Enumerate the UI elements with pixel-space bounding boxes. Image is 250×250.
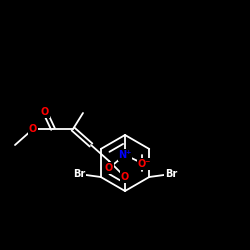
Text: O: O [41, 107, 49, 117]
Text: O: O [29, 124, 37, 134]
Text: N⁺: N⁺ [118, 150, 132, 160]
Text: Br: Br [73, 169, 85, 179]
Text: O: O [105, 163, 113, 173]
Text: O⁻: O⁻ [137, 159, 151, 169]
Text: O: O [121, 172, 129, 182]
Text: Br: Br [165, 169, 177, 179]
